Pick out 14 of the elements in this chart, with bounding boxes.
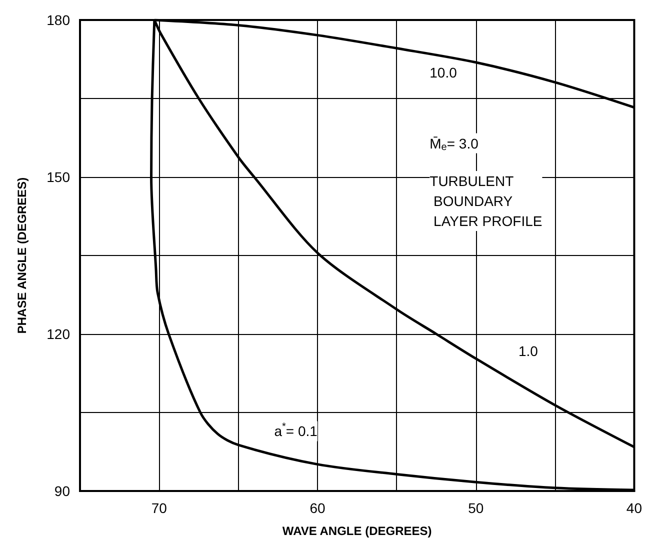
x-tick-label: 70 [151,500,168,516]
x-tick-label: 40 [626,500,642,516]
y-tick-label: 90 [54,483,70,499]
annotation: a*= 0.1 [274,422,318,440]
annotation: 1.0 [518,342,538,359]
x-tick-label: 50 [468,500,484,516]
x-tick-label: 60 [310,500,326,516]
y-tick-label: 120 [46,326,70,342]
y-tick-label: 180 [46,12,70,28]
annotation: 10.0 [430,64,458,80]
x-axis-title: WAVE ANGLE (DEGREES) [282,524,432,538]
annotation: TURBULENT BOUNDARY LAYER PROFILE [430,173,542,230]
y-axis-title: PHASE ANGLE (DEGREES) [15,177,29,334]
y-tick-label: 150 [46,169,70,185]
